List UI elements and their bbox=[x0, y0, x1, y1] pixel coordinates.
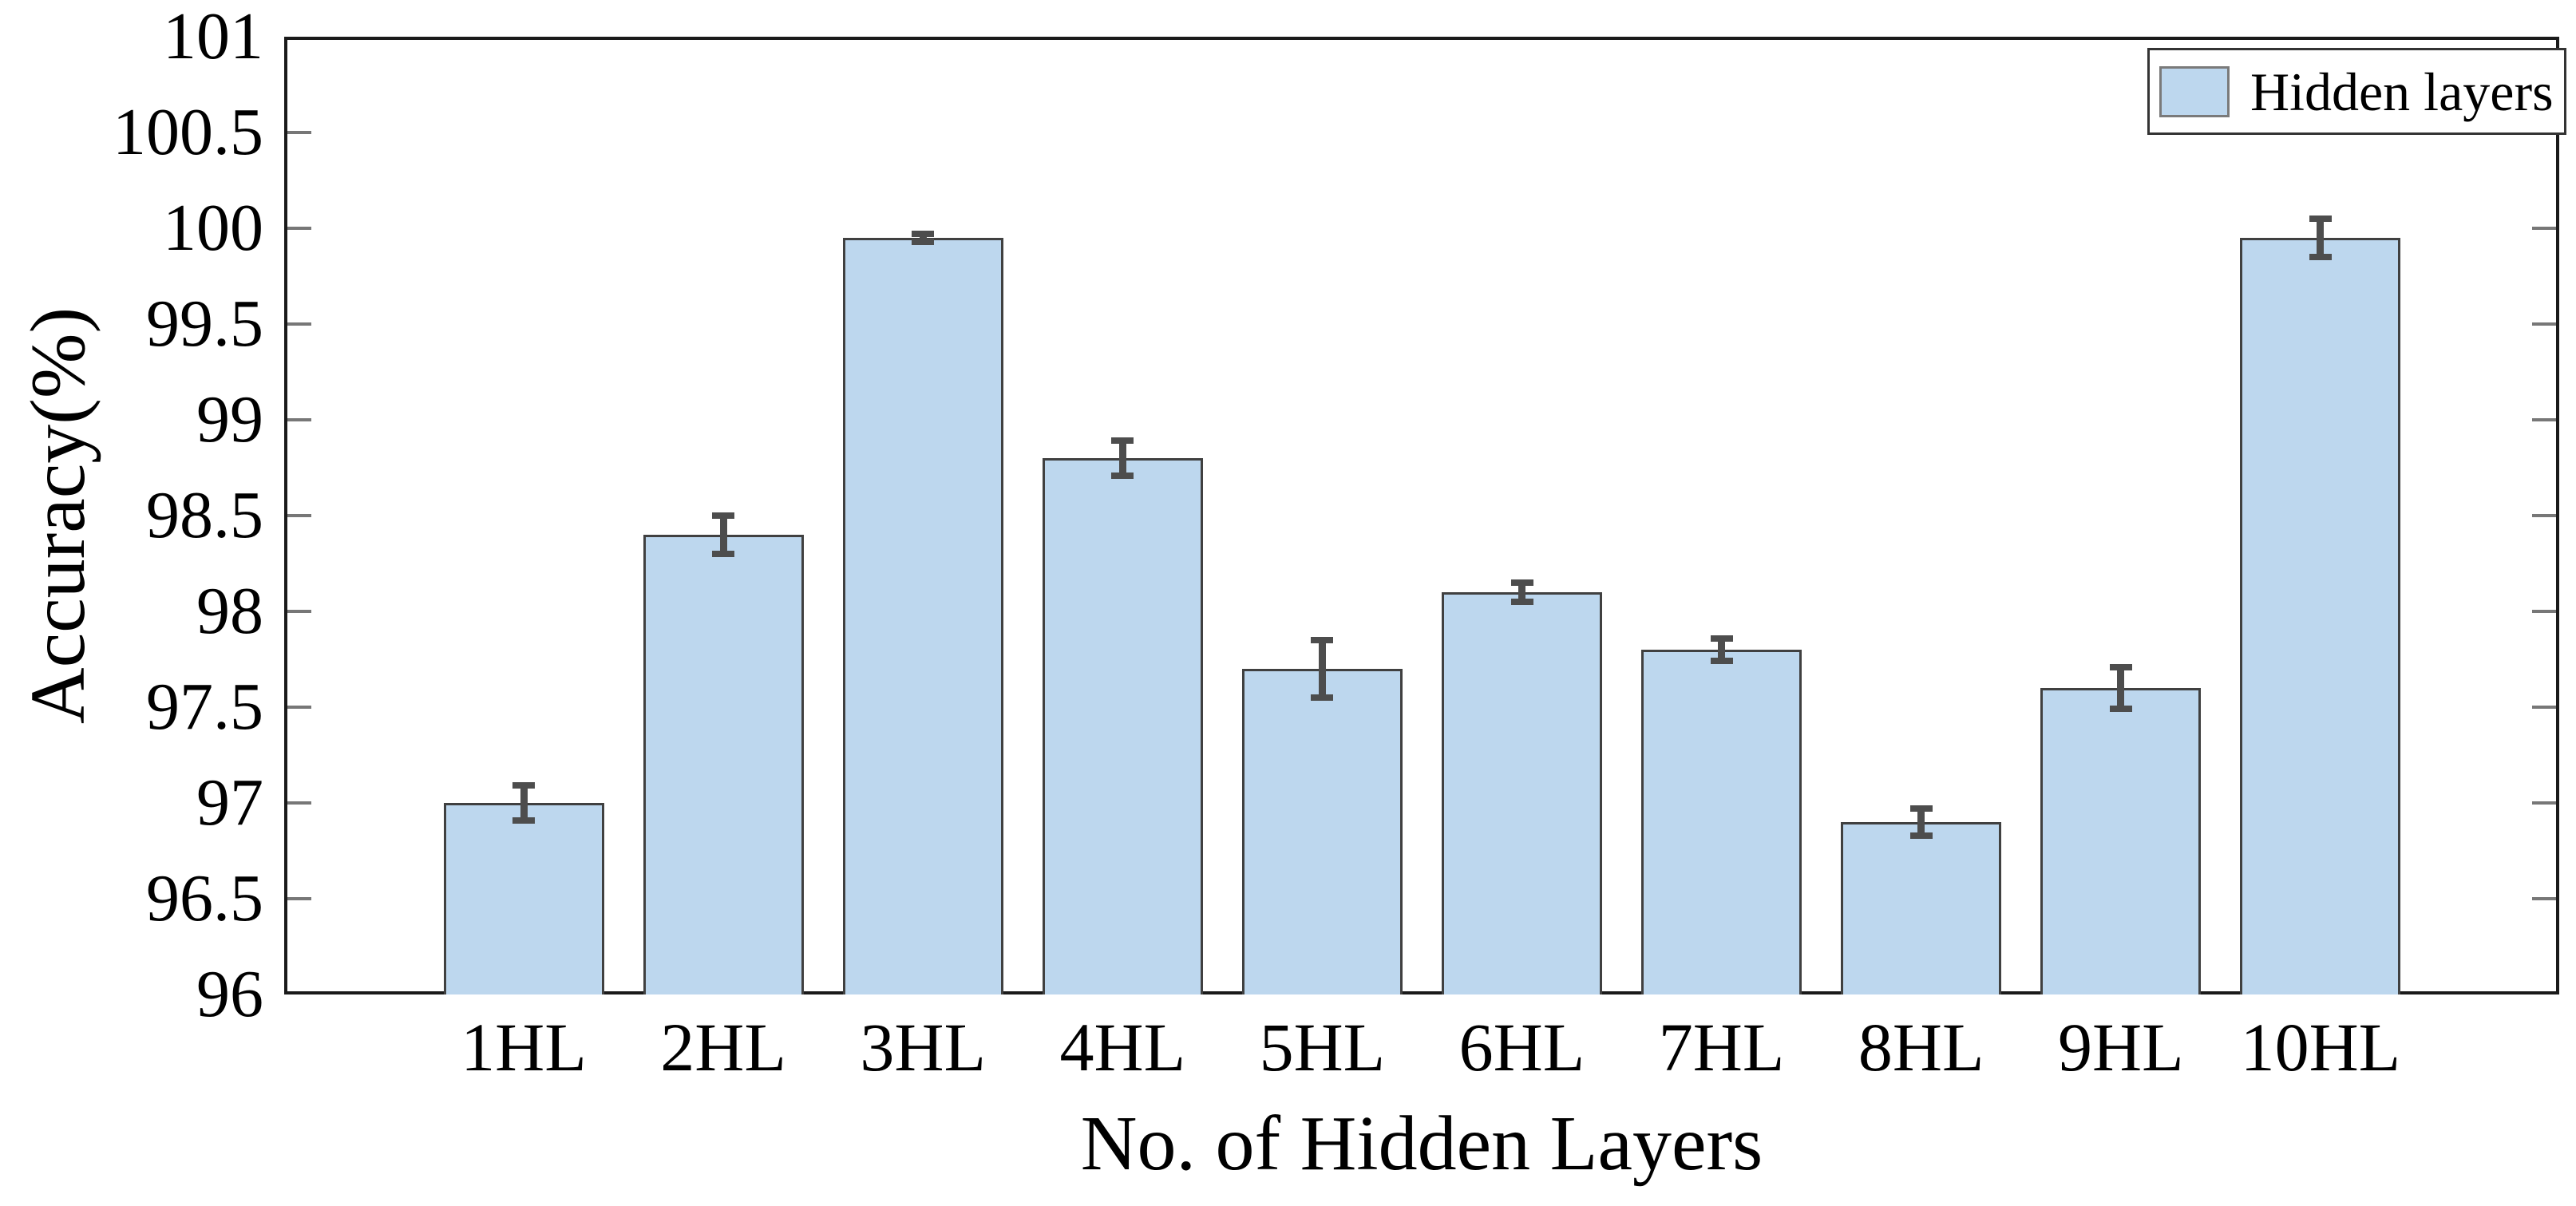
y-tick-label-98: 98 bbox=[196, 574, 263, 648]
error-cap-low-6HL bbox=[1510, 599, 1533, 605]
error-cap-high-7HL bbox=[1710, 635, 1733, 642]
error-bar-7HL bbox=[1718, 638, 1726, 662]
bar-7HL bbox=[1641, 650, 1802, 994]
bar-9HL bbox=[2040, 688, 2202, 994]
y-tick-right-99.5 bbox=[2532, 322, 2556, 326]
y-tick-left-99 bbox=[287, 418, 311, 421]
y-tick-right-97 bbox=[2532, 801, 2556, 805]
x-axis-label: No. of Hidden Layers bbox=[1080, 1101, 1763, 1187]
bar-4HL bbox=[1042, 458, 1203, 994]
error-cap-high-1HL bbox=[512, 782, 535, 789]
y-tick-label-96.5: 96.5 bbox=[146, 861, 263, 935]
x-tick-label-7HL: 7HL bbox=[1658, 1009, 1785, 1085]
y-tick-left-97.5 bbox=[287, 706, 311, 709]
y-tick-right-99 bbox=[2532, 418, 2556, 421]
y-tick-right-98 bbox=[2532, 610, 2556, 613]
error-bar-2HL bbox=[719, 516, 727, 554]
y-tick-left-96.5 bbox=[287, 897, 311, 900]
y-tick-left-98.5 bbox=[287, 514, 311, 517]
error-bar-9HL bbox=[2117, 666, 2125, 710]
error-cap-high-6HL bbox=[1510, 579, 1533, 586]
x-tick-label-5HL: 5HL bbox=[1259, 1009, 1386, 1085]
error-cap-high-10HL bbox=[2309, 215, 2332, 222]
error-cap-low-2HL bbox=[712, 551, 735, 557]
error-cap-high-9HL bbox=[2109, 663, 2132, 670]
x-tick-label-6HL: 6HL bbox=[1458, 1009, 1585, 1085]
error-cap-high-8HL bbox=[1909, 805, 1933, 813]
error-bar-4HL bbox=[1118, 441, 1126, 476]
bar-6HL bbox=[1442, 592, 1602, 994]
y-tick-label-98.5: 98.5 bbox=[146, 478, 263, 552]
y-tick-label-100.5: 100.5 bbox=[113, 95, 263, 169]
x-tick-label-1HL: 1HL bbox=[461, 1009, 587, 1085]
legend-swatch bbox=[2159, 65, 2230, 117]
error-bar-10HL bbox=[2317, 219, 2325, 257]
y-tick-left-99.5 bbox=[287, 322, 311, 326]
y-tick-label-100: 100 bbox=[163, 191, 263, 265]
error-cap-high-3HL bbox=[912, 231, 935, 238]
error-bar-6HL bbox=[1518, 583, 1525, 602]
error-bar-1HL bbox=[520, 785, 528, 820]
y-tick-right-100 bbox=[2532, 227, 2556, 230]
error-cap-high-5HL bbox=[1311, 637, 1334, 643]
error-bar-8HL bbox=[1917, 809, 1925, 836]
error-cap-low-8HL bbox=[1909, 832, 1933, 839]
plot-area bbox=[284, 37, 2559, 994]
x-tick-label-3HL: 3HL bbox=[860, 1009, 986, 1085]
y-tick-label-99.5: 99.5 bbox=[146, 287, 263, 361]
error-bar-3HL bbox=[919, 234, 927, 242]
bar-3HL bbox=[842, 238, 1003, 994]
y-tick-left-98 bbox=[287, 610, 311, 613]
y-tick-label-97.5: 97.5 bbox=[146, 670, 263, 744]
legend: Hidden layers bbox=[2147, 48, 2566, 135]
error-cap-low-9HL bbox=[2109, 706, 2132, 713]
y-tick-left-100.5 bbox=[287, 131, 311, 134]
bar-1HL bbox=[443, 803, 604, 994]
error-cap-high-4HL bbox=[1111, 437, 1134, 445]
bar-8HL bbox=[1841, 822, 2002, 994]
error-bar-5HL bbox=[1318, 640, 1326, 698]
y-tick-label-99: 99 bbox=[196, 382, 263, 457]
error-cap-low-10HL bbox=[2309, 254, 2332, 260]
error-cap-low-3HL bbox=[912, 238, 935, 245]
x-tick-label-10HL: 10HL bbox=[2240, 1009, 2401, 1085]
y-tick-label-97: 97 bbox=[196, 765, 263, 840]
y-tick-label-101: 101 bbox=[163, 0, 263, 73]
legend-label: Hidden layers bbox=[2250, 61, 2554, 122]
x-tick-label-4HL: 4HL bbox=[1059, 1009, 1186, 1085]
y-tick-right-98.5 bbox=[2532, 514, 2556, 517]
y-tick-right-97.5 bbox=[2532, 706, 2556, 709]
error-cap-low-4HL bbox=[1111, 472, 1134, 479]
x-tick-label-8HL: 8HL bbox=[1858, 1009, 1984, 1085]
y-tick-left-100 bbox=[287, 227, 311, 230]
error-cap-high-2HL bbox=[712, 512, 735, 519]
error-cap-low-5HL bbox=[1311, 694, 1334, 701]
bar-5HL bbox=[1241, 669, 1403, 994]
error-cap-low-7HL bbox=[1710, 658, 1733, 665]
y-tick-left-97 bbox=[287, 801, 311, 805]
x-tick-label-2HL: 2HL bbox=[660, 1009, 786, 1085]
y-tick-right-96.5 bbox=[2532, 897, 2556, 900]
bar-10HL bbox=[2240, 238, 2401, 994]
error-cap-low-1HL bbox=[512, 817, 535, 824]
bar-2HL bbox=[643, 535, 804, 994]
y-tick-label-96: 96 bbox=[196, 957, 263, 1031]
x-tick-label-9HL: 9HL bbox=[2057, 1009, 2184, 1085]
